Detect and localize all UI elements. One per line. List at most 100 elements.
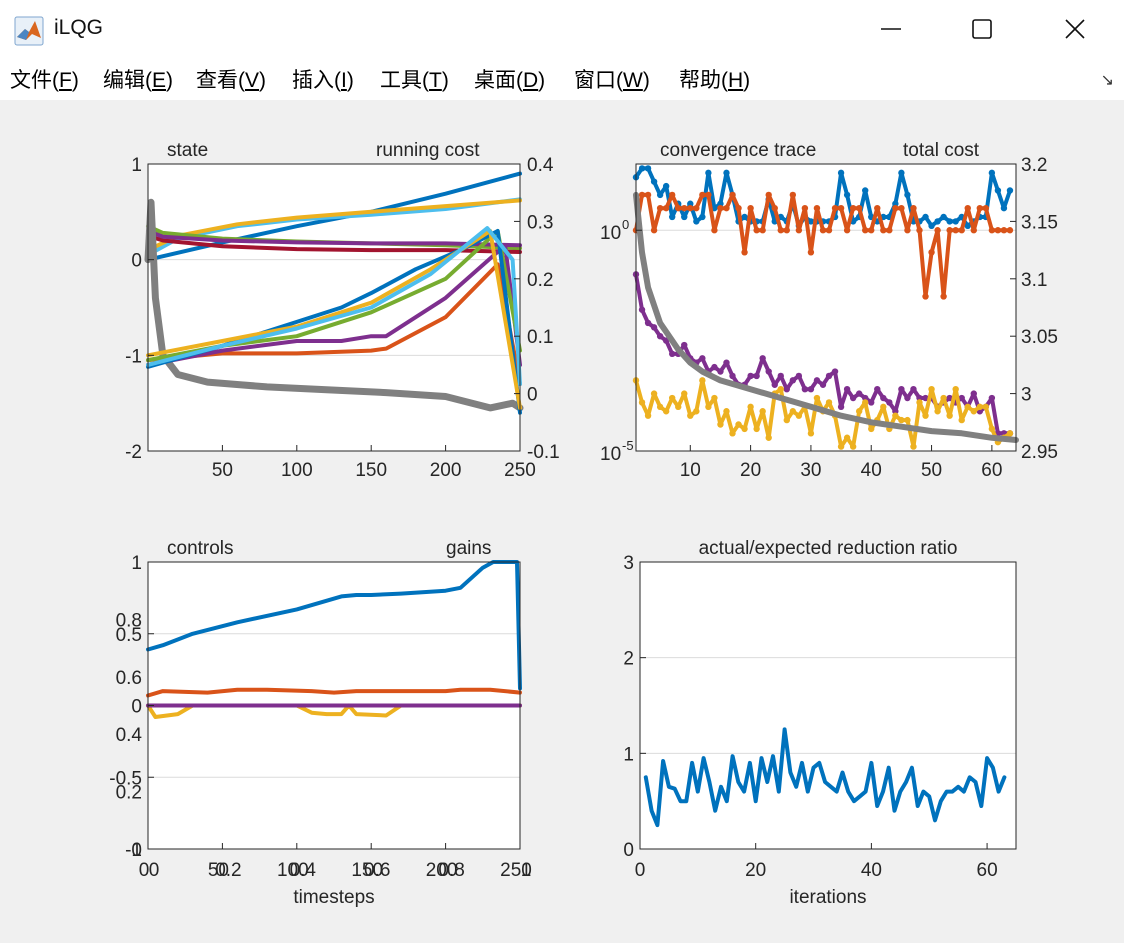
- convergence-series-line-point: [783, 385, 790, 393]
- convergence-series-line-point: [855, 390, 863, 397]
- menu-tools[interactable]: 工具(T): [380, 69, 449, 92]
- convergence-series-line-point: [789, 191, 797, 199]
- convergence-series-line-point: [862, 394, 869, 402]
- y-tick-label: -1: [125, 840, 142, 861]
- menu-window[interactable]: 窗口(W): [574, 69, 650, 92]
- convergence-series-line-point: [656, 204, 664, 212]
- convergence-series-line-point: [910, 443, 917, 450]
- state-chart-frame: [147, 163, 521, 452]
- state-series-line: [146, 243, 522, 367]
- convergence-series-line-point: [922, 412, 929, 419]
- convergence-series-line-point: [904, 416, 911, 424]
- x-tick-label: 60: [981, 460, 1002, 481]
- y-tick-label: 2: [623, 649, 634, 670]
- convergence-series-line-point: [1000, 227, 1008, 234]
- convergence-series-line-point: [886, 399, 893, 406]
- convergence-series-line-point: [729, 430, 736, 437]
- convergence-series-line-point: [994, 227, 1002, 234]
- convergence-series-line-point: [904, 394, 911, 402]
- close-button[interactable]: [1030, 0, 1120, 58]
- menu-file[interactable]: 文件(F): [10, 69, 79, 92]
- y-tick-label: 3: [623, 553, 634, 574]
- convergence-series-line-point: [976, 403, 984, 411]
- convergence-series-line-point: [662, 182, 670, 190]
- convergence-series-line-point: [693, 204, 700, 212]
- maximize-button[interactable]: [937, 0, 1027, 58]
- menu-edit[interactable]: 编辑(E): [103, 69, 174, 92]
- convergence-series-line-point: [650, 324, 658, 331]
- chart-title: state: [167, 140, 208, 161]
- convergence-series-line-point: [650, 227, 658, 234]
- convergence-series-line-point: [717, 200, 724, 207]
- convergence-series-line-point: [898, 204, 905, 212]
- ratio-series-line: [643, 727, 1007, 828]
- convergence-series-line-point: [681, 341, 688, 349]
- dock-arrow-icon[interactable]: ↘: [1100, 72, 1114, 89]
- convergence-series-line-point: [898, 169, 905, 177]
- x-tick-label: 100: [277, 860, 309, 881]
- state-series-line: [144, 198, 524, 412]
- chart-title: running cost: [376, 140, 480, 161]
- menu-insert[interactable]: 插入(I): [292, 69, 354, 92]
- y2-tick-label: 2.95: [1021, 442, 1058, 463]
- convergence-series-line-point: [1006, 430, 1014, 437]
- convergence-series-line-point: [892, 408, 899, 415]
- convergence-series-line-point: [741, 249, 748, 256]
- menu-view[interactable]: 查看(V): [196, 69, 267, 92]
- convergence-series-line-point: [687, 200, 694, 207]
- x-tick-label: 60: [977, 860, 998, 881]
- convergence-series-line-point: [843, 385, 851, 393]
- convergence-series-line-point: [916, 227, 923, 234]
- convergence-series-line: [633, 191, 1019, 443]
- controls-series-line: [146, 560, 522, 691]
- convergence-series-line-point: [813, 394, 821, 402]
- convergence-series-line-point: [765, 368, 772, 375]
- convergence-series-line-point: [843, 191, 851, 199]
- convergence-series-line-point: [681, 390, 688, 397]
- convergence-series-line-point: [946, 218, 953, 225]
- menu-desktop[interactable]: 桌面(D): [474, 69, 546, 92]
- x2-tick-label: 0.6: [364, 860, 390, 881]
- convergence-series-line-point: [644, 319, 652, 327]
- convergence-series-line-point: [970, 227, 977, 234]
- convergence-series-line-point: [958, 227, 965, 234]
- convergence-series-line-point: [668, 213, 676, 221]
- convergence-series-line-point: [952, 227, 959, 234]
- convergence-series-line-point: [922, 293, 929, 300]
- convergence-series-line-point: [783, 416, 790, 424]
- menu-help[interactable]: 帮助(H): [679, 69, 751, 92]
- x-tick-label: 100: [281, 460, 313, 481]
- convergence-series-line-point: [988, 394, 996, 402]
- convergence-series-line-point: [795, 372, 803, 380]
- minimize-button[interactable]: [846, 0, 936, 58]
- convergence-series-line-point: [976, 204, 984, 212]
- convergence-series-line-point: [843, 227, 851, 234]
- window-title: iLQG: [54, 16, 104, 39]
- convergence-series-line-point: [1006, 227, 1014, 234]
- convergence-series-line-point: [729, 191, 736, 199]
- y2-tick-label: 3: [1021, 385, 1032, 406]
- convergence-series-line-point: [662, 204, 670, 212]
- y-tick-exponent: -5: [622, 438, 634, 453]
- convergence-series-line-point: [831, 204, 839, 212]
- y-tick-label: -0.5: [109, 768, 142, 789]
- convergence-series-line-point: [898, 385, 905, 393]
- convergence-series-line-point: [681, 213, 688, 221]
- y-tick-label: 0.5: [116, 625, 142, 646]
- convergence-series-line-point: [638, 306, 646, 313]
- convergence-series-line-point: [946, 412, 953, 419]
- convergence-series-line-point: [789, 377, 797, 384]
- convergence-series-line-point: [982, 403, 990, 411]
- convergence-series-line-point: [988, 425, 996, 433]
- y2-tick-label: 3.2: [1021, 155, 1047, 176]
- convergence-series-line-point: [638, 165, 646, 172]
- state-series-line: [146, 226, 522, 386]
- convergence-series-line-point: [711, 363, 718, 371]
- convergence-series-line-point: [958, 416, 965, 424]
- convergence-series-line-point: [970, 408, 977, 415]
- convergence-series-line-point: [880, 394, 887, 402]
- y-tick-label: 10: [600, 444, 621, 465]
- convergence-series-line-point: [946, 227, 953, 234]
- convergence-series-line-point: [759, 408, 766, 415]
